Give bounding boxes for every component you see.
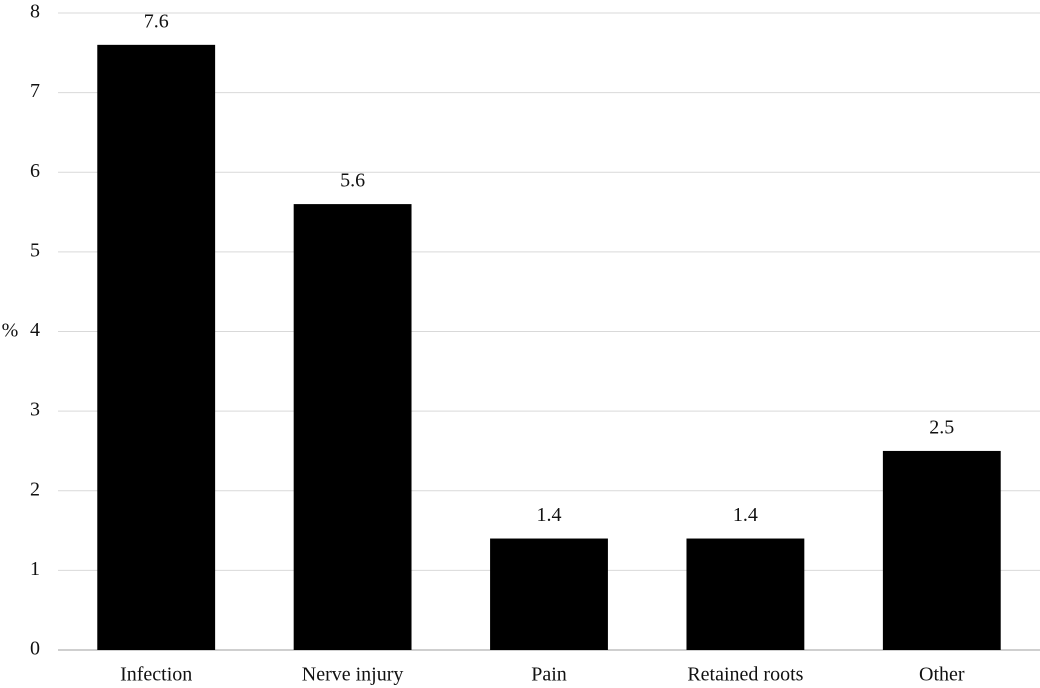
y-tick-label: 0 <box>30 638 40 660</box>
bar <box>490 538 608 650</box>
x-tick-label: Nerve injury <box>302 664 404 686</box>
x-tick-label: Other <box>919 664 965 686</box>
y-tick-label: 7 <box>30 80 40 102</box>
y-tick-label: 6 <box>30 160 40 182</box>
y-tick-label: 8 <box>30 1 40 23</box>
bar <box>686 538 805 650</box>
y-tick-label: 2 <box>30 478 40 500</box>
x-tick-label: Retained roots <box>687 664 803 686</box>
x-tick-label: Infection <box>120 664 192 686</box>
data-label: 1.4 <box>537 504 562 526</box>
bar <box>293 204 412 650</box>
data-label: 1.4 <box>733 504 758 526</box>
x-tick-label: Pain <box>531 664 567 686</box>
y-tick-label: 1 <box>30 558 40 580</box>
data-label: 5.6 <box>340 170 365 192</box>
bar <box>882 450 1001 650</box>
y-tick-label: 5 <box>30 239 40 261</box>
y-tick-label: 4 <box>30 319 40 341</box>
bar <box>97 44 216 651</box>
y-axis-label: % <box>2 320 19 342</box>
y-tick-label: 3 <box>30 399 40 421</box>
data-label: 7.6 <box>144 10 169 32</box>
data-label: 2.5 <box>929 417 954 439</box>
